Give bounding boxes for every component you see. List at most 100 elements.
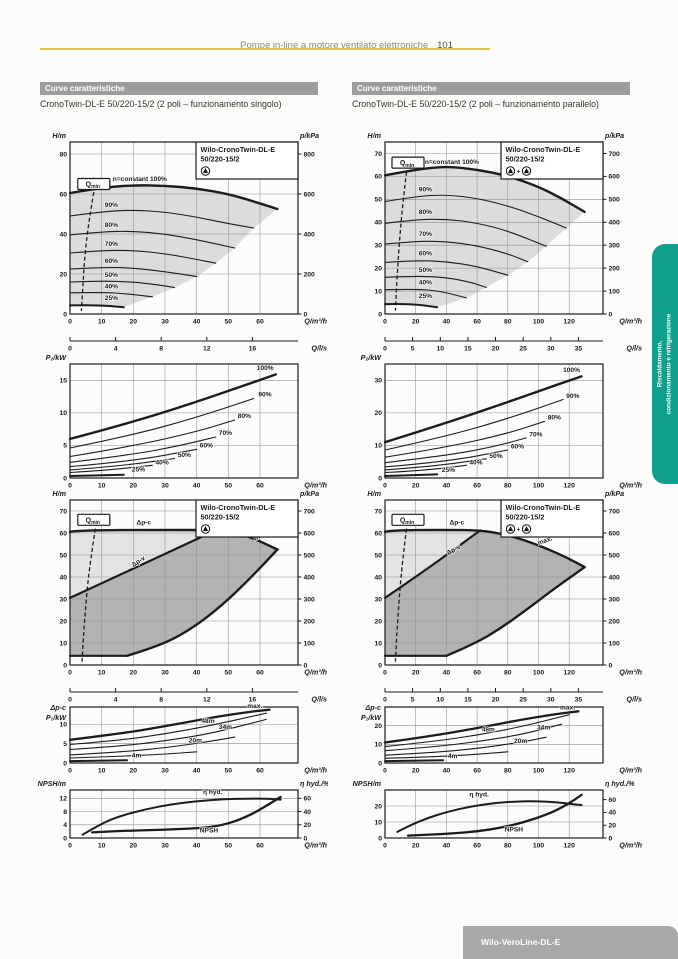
svg-text:50%: 50% — [419, 267, 432, 274]
svg-text:Q/m³/h: Q/m³/h — [304, 841, 327, 850]
svg-text:0: 0 — [68, 768, 72, 775]
svg-text:20: 20 — [412, 670, 420, 677]
svg-text:max.: max. — [247, 703, 262, 710]
svg-text:Q/m³/h: Q/m³/h — [619, 481, 642, 490]
svg-text:20: 20 — [492, 346, 500, 353]
svg-text:70%: 70% — [419, 231, 432, 238]
svg-text:Wilo-CronoTwin-DL-E: Wilo-CronoTwin-DL-E — [506, 503, 581, 512]
svg-text:16: 16 — [249, 346, 257, 353]
svg-text:60%: 60% — [419, 250, 432, 257]
svg-text:20: 20 — [492, 697, 500, 704]
svg-text:15: 15 — [464, 697, 472, 704]
svg-text:P₂/kW: P₂/kW — [46, 353, 68, 362]
svg-text:40: 40 — [193, 670, 201, 677]
svg-text:η hyd./%: η hyd./% — [300, 780, 328, 788]
chart-npsh-eta-single: 0 4 8 12 0 20 40 60 0 10 20 30 40 50 60 Q/m³/h NPSH/m η h… — [28, 780, 328, 858]
chart-head-flow-parallel-svg: Qmin010203040506070010020030040050060070… — [367, 131, 642, 353]
svg-text:+: + — [517, 169, 521, 175]
svg-text:Q/m³/h: Q/m³/h — [619, 317, 642, 326]
svg-text:NPSH/m: NPSH/m — [38, 780, 67, 788]
svg-text:20: 20 — [374, 410, 382, 417]
svg-text:20: 20 — [130, 843, 138, 850]
svg-text:30: 30 — [59, 596, 67, 603]
svg-text:NPSH/m: NPSH/m — [353, 780, 382, 788]
svg-text:500: 500 — [609, 552, 621, 559]
svg-text:120: 120 — [564, 319, 576, 326]
svg-text:Wilo-CronoTwin-DL-E: Wilo-CronoTwin-DL-E — [201, 503, 276, 512]
svg-text:34m: 34m — [219, 724, 232, 731]
svg-text:20: 20 — [59, 271, 67, 278]
svg-text:Q/l/s: Q/l/s — [311, 344, 327, 353]
svg-text:H/m: H/m — [367, 131, 381, 140]
svg-text:60: 60 — [473, 768, 481, 775]
page-title: Pompe in-line a motore ventilato elettro… — [240, 40, 429, 51]
svg-text:20: 20 — [59, 618, 67, 625]
svg-text:40: 40 — [443, 319, 451, 326]
svg-text:16: 16 — [249, 697, 257, 704]
svg-text:50: 50 — [225, 319, 233, 326]
svg-text:0: 0 — [68, 483, 72, 490]
svg-text:0: 0 — [68, 843, 72, 850]
svg-text:50%: 50% — [489, 453, 502, 460]
svg-text:4m: 4m — [132, 753, 142, 760]
svg-text:0: 0 — [378, 475, 382, 482]
svg-text:50: 50 — [59, 552, 67, 559]
svg-text:15: 15 — [59, 378, 67, 385]
chart-npsh-eta-parallel-svg: 0 10 20 0 20 40 60 0 20 40 60 80 100 120 Q/m³/h NPSH/m η… — [353, 780, 643, 850]
svg-text:0: 0 — [63, 475, 67, 482]
svg-text:Q/m³/h: Q/m³/h — [619, 841, 642, 850]
svg-text:30: 30 — [374, 378, 382, 385]
svg-text:Q/m³/h: Q/m³/h — [619, 766, 642, 775]
svg-text:60: 60 — [256, 843, 264, 850]
svg-text:0: 0 — [304, 835, 308, 842]
svg-text:300: 300 — [609, 596, 621, 603]
svg-text:Q/m³/h: Q/m³/h — [304, 668, 327, 677]
svg-text:10: 10 — [98, 670, 106, 677]
svg-text:90%: 90% — [419, 187, 432, 194]
svg-text:80%: 80% — [419, 209, 432, 216]
svg-text:80%: 80% — [238, 413, 251, 420]
svg-text:10: 10 — [98, 768, 106, 775]
svg-text:100: 100 — [533, 670, 545, 677]
svg-text:0: 0 — [383, 483, 387, 490]
svg-text:100%: 100% — [563, 367, 580, 374]
svg-text:10: 10 — [374, 443, 382, 450]
svg-text:70: 70 — [374, 151, 382, 158]
svg-text:40: 40 — [59, 574, 67, 581]
svg-text:4: 4 — [114, 697, 118, 704]
svg-text:40: 40 — [609, 810, 617, 817]
svg-text:60%: 60% — [200, 442, 213, 449]
svg-text:0: 0 — [68, 319, 72, 326]
svg-text:80%: 80% — [105, 222, 118, 229]
svg-text:200: 200 — [304, 618, 316, 625]
svg-text:20: 20 — [130, 483, 138, 490]
page-number: 101 — [437, 40, 453, 51]
svg-text:25%: 25% — [105, 295, 118, 302]
svg-text:40%: 40% — [419, 280, 432, 287]
svg-text:p/kPa: p/kPa — [604, 131, 624, 140]
svg-text:50/220-15/2: 50/220-15/2 — [201, 513, 240, 522]
svg-text:600: 600 — [609, 174, 621, 181]
svg-text:20: 20 — [609, 823, 617, 830]
svg-text:700: 700 — [609, 151, 621, 158]
svg-text:Δp-c: Δp-c — [364, 703, 381, 712]
svg-text:H/m: H/m — [52, 131, 66, 140]
svg-text:10: 10 — [374, 640, 382, 647]
svg-text:100: 100 — [533, 483, 545, 490]
svg-text:30: 30 — [161, 768, 169, 775]
svg-text:100: 100 — [533, 843, 545, 850]
svg-text:5: 5 — [63, 443, 67, 450]
svg-text:30: 30 — [374, 596, 382, 603]
svg-text:H/m: H/m — [52, 489, 66, 498]
svg-text:600: 600 — [304, 530, 316, 537]
svg-text:48m: 48m — [482, 727, 495, 734]
svg-text:20: 20 — [304, 822, 312, 829]
svg-text:0: 0 — [304, 662, 308, 669]
svg-text:η hyd.: η hyd. — [469, 792, 489, 799]
svg-text:20: 20 — [130, 319, 138, 326]
svg-text:0: 0 — [304, 311, 308, 318]
side-register-tab: Riscaldamento, condizionamento e refrige… — [652, 244, 678, 484]
chart-npsh-eta-parallel: 0 10 20 0 20 40 60 0 20 40 60 80 100 120 Q/m³/h NPSH/m η… — [343, 780, 643, 858]
chart-p1-dpc-single: 0 5 10 0 10 20 30 40 50 60 Q/m³/h Δp-c P₁/kW max. 48m 3… — [28, 698, 328, 782]
svg-text:35: 35 — [575, 697, 583, 704]
